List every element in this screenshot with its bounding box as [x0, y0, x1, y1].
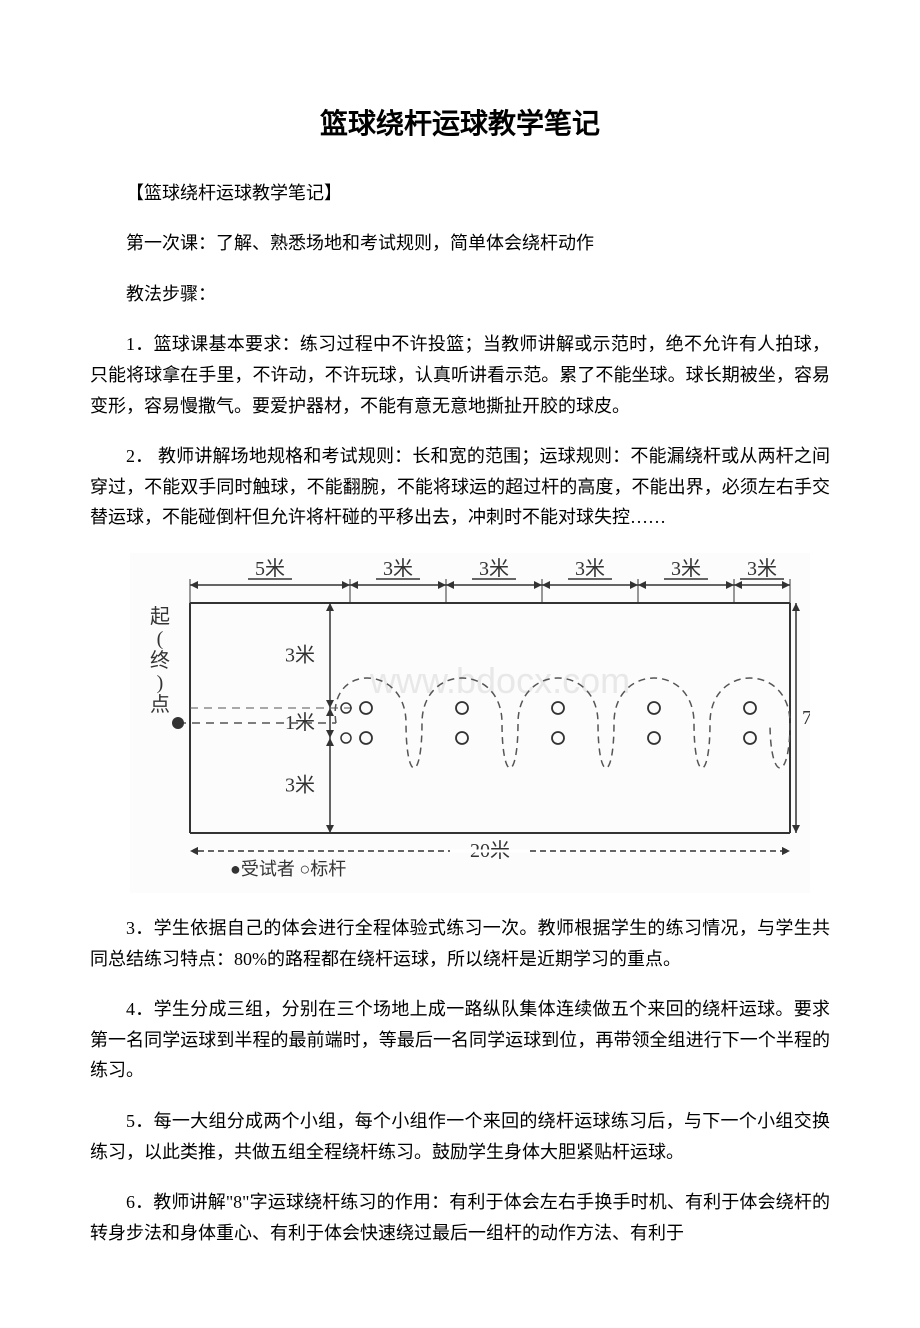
step-2: 2． 教师讲解场地规格和考试规则：长和宽的范围；运球规则：不能漏绕杆或从两杆之间…	[90, 441, 830, 533]
svg-text:3米: 3米	[575, 557, 605, 580]
step-4: 4．学生分成三组，分别在三个场地上成一路纵队集体连续做五个来回的绕杆运球。要求第…	[90, 994, 830, 1086]
steps-label: 教法步骤：	[90, 279, 830, 310]
step-6: 6．教师讲解"8"字运球绕杆练习的作用：有利于体会左右手换手时机、有利于体会绕杆…	[90, 1187, 830, 1248]
svg-text:起: 起	[150, 605, 170, 628]
svg-text:3米: 3米	[285, 773, 315, 796]
step-3: 3．学生依据自己的体会进行全程体验式练习一次。教师根据学生的练习情况，与学生共同…	[90, 913, 830, 974]
svg-text:(: (	[157, 628, 164, 650]
svg-text:): )	[157, 672, 164, 694]
svg-text:●受试者 ○标杆: ●受试者 ○标杆	[230, 859, 346, 879]
svg-text:3米: 3米	[479, 557, 509, 580]
step-1: 1．篮球课基本要求：练习过程中不许投篮；当教师讲解或示范时，绝不允许有人拍球，只…	[90, 329, 830, 421]
step-5: 5．每一大组分成两个小组，每个小组作一个来回的绕杆运球练习后，与下一个小组交换练…	[90, 1106, 830, 1167]
lesson-title: 第一次课：了解、熟悉场地和考试规则，简单体会绕杆动作	[90, 228, 830, 259]
svg-text:点: 点	[150, 693, 170, 716]
svg-text:3米: 3米	[671, 557, 701, 580]
field-diagram: www.bdocx.com5米3米3米3米3米3米起(终)点3米1米3米7米20…	[130, 553, 810, 893]
heading: 【篮球绕杆运球教学笔记】	[90, 178, 830, 209]
page-title: 篮球绕杆运球教学笔记	[90, 100, 830, 148]
svg-text:3米: 3米	[285, 643, 315, 666]
svg-text:7米: 7米	[802, 706, 810, 729]
svg-text:终: 终	[150, 649, 170, 672]
svg-text:5米: 5米	[255, 557, 285, 580]
svg-text:3米: 3米	[383, 557, 413, 580]
svg-text:3米: 3米	[747, 557, 777, 580]
